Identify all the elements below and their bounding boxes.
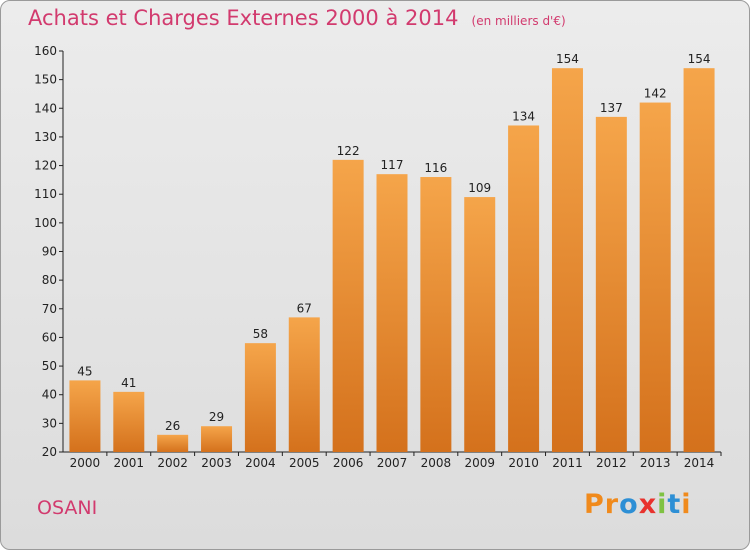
bar bbox=[201, 426, 233, 452]
x-tick-label: 2001 bbox=[114, 456, 145, 470]
x-tick-label: 2011 bbox=[552, 456, 583, 470]
chart-title: Achats et Charges Externes 2000 à 2014 (… bbox=[28, 6, 566, 30]
bar bbox=[464, 197, 496, 452]
chart-title-main: Achats et Charges Externes 2000 à 2014 bbox=[28, 6, 459, 30]
bar-value-label: 26 bbox=[165, 419, 180, 433]
y-tick-label: 150 bbox=[34, 73, 57, 87]
logo-letter: P bbox=[584, 489, 605, 520]
bar bbox=[332, 159, 364, 453]
bar bbox=[376, 174, 408, 452]
y-tick-label: 80 bbox=[42, 273, 57, 287]
y-tick-label: 100 bbox=[34, 216, 57, 230]
x-tick-label: 2013 bbox=[640, 456, 671, 470]
x-tick-label: 2007 bbox=[377, 456, 408, 470]
bar-value-label: 41 bbox=[121, 376, 136, 390]
logo-letter: t bbox=[667, 489, 682, 520]
proxiti-logo: Proxiti bbox=[584, 489, 692, 520]
bar bbox=[288, 317, 320, 452]
bar-value-label: 29 bbox=[209, 410, 224, 424]
bar-value-label: 154 bbox=[556, 52, 579, 66]
x-tick-label: 2010 bbox=[508, 456, 539, 470]
logo-letter: r bbox=[604, 489, 620, 520]
y-tick-label: 30 bbox=[42, 416, 57, 430]
x-tick-label: 2002 bbox=[157, 456, 188, 470]
logo-letter: x bbox=[638, 489, 658, 520]
y-tick-label: 50 bbox=[42, 359, 57, 373]
bar-value-label: 58 bbox=[253, 327, 268, 341]
bar-value-label: 154 bbox=[688, 52, 711, 66]
bar bbox=[157, 434, 189, 452]
bar-value-label: 134 bbox=[512, 109, 535, 123]
y-tick-label: 130 bbox=[34, 130, 57, 144]
x-tick-label: 2006 bbox=[333, 456, 364, 470]
bar bbox=[639, 102, 671, 453]
y-tick-label: 70 bbox=[42, 302, 57, 316]
y-tick-label: 40 bbox=[42, 388, 57, 402]
bar bbox=[69, 380, 101, 452]
bar bbox=[683, 68, 715, 452]
bar bbox=[420, 177, 452, 452]
bar-value-label: 117 bbox=[381, 158, 404, 172]
x-tick-label: 2000 bbox=[70, 456, 101, 470]
x-tick-label: 2004 bbox=[245, 456, 276, 470]
y-tick-label: 110 bbox=[34, 187, 57, 201]
y-tick-label: 20 bbox=[42, 445, 57, 459]
logo-letter: i bbox=[681, 489, 692, 520]
x-tick-label: 2005 bbox=[289, 456, 320, 470]
bar-value-label: 142 bbox=[644, 87, 667, 101]
logo-letter: i bbox=[657, 489, 668, 520]
x-tick-label: 2014 bbox=[684, 456, 715, 470]
bar-value-label: 109 bbox=[468, 181, 491, 195]
x-tick-label: 2009 bbox=[464, 456, 495, 470]
bar bbox=[508, 125, 540, 452]
x-tick-label: 2008 bbox=[421, 456, 452, 470]
logo-letter: o bbox=[619, 489, 639, 520]
y-tick-label: 120 bbox=[34, 159, 57, 173]
y-tick-label: 90 bbox=[42, 245, 57, 259]
bar-value-label: 116 bbox=[424, 161, 447, 175]
bar-value-label: 45 bbox=[77, 364, 92, 378]
y-tick-label: 140 bbox=[34, 101, 57, 115]
bar-value-label: 67 bbox=[297, 301, 312, 315]
y-tick-label: 60 bbox=[42, 330, 57, 344]
y-tick-label: 160 bbox=[34, 44, 57, 58]
chart-subtitle: (en milliers d'€) bbox=[471, 14, 566, 28]
bar-value-label: 137 bbox=[600, 101, 623, 115]
x-tick-label: 2012 bbox=[596, 456, 627, 470]
bar bbox=[551, 68, 583, 452]
bar-value-label: 122 bbox=[337, 144, 360, 158]
bar bbox=[595, 116, 627, 452]
location-label: OSANI bbox=[37, 497, 98, 519]
x-tick-label: 2003 bbox=[201, 456, 232, 470]
bar bbox=[244, 343, 276, 452]
bar bbox=[113, 391, 145, 452]
